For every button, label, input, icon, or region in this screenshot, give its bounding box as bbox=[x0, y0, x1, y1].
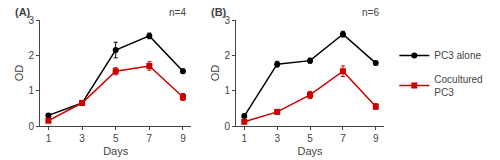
svg-text:3: 3 bbox=[274, 133, 280, 144]
svg-text:(A): (A) bbox=[15, 6, 31, 18]
svg-text:n=4: n=4 bbox=[169, 7, 186, 18]
svg-text:7: 7 bbox=[340, 133, 346, 144]
svg-text:9: 9 bbox=[373, 133, 379, 144]
svg-text:1: 1 bbox=[225, 85, 231, 96]
svg-text:3: 3 bbox=[28, 15, 34, 26]
svg-text:3: 3 bbox=[225, 15, 231, 26]
svg-text:(B): (B) bbox=[211, 6, 227, 18]
svg-text:CoculturedPC3: CoculturedPC3 bbox=[434, 74, 482, 98]
svg-text:1: 1 bbox=[242, 133, 248, 144]
svg-text:n=6: n=6 bbox=[362, 7, 379, 18]
svg-text:Days: Days bbox=[298, 145, 324, 157]
svg-text:5: 5 bbox=[113, 133, 119, 144]
svg-text:2: 2 bbox=[28, 50, 34, 61]
svg-text:7: 7 bbox=[147, 133, 153, 144]
svg-text:1: 1 bbox=[28, 85, 34, 96]
svg-text:9: 9 bbox=[180, 133, 186, 144]
svg-text:0: 0 bbox=[225, 121, 231, 132]
svg-text:OD: OD bbox=[13, 65, 25, 82]
svg-text:0: 0 bbox=[28, 121, 34, 132]
svg-text:1: 1 bbox=[46, 133, 52, 144]
svg-text:OD: OD bbox=[209, 65, 221, 82]
svg-text:Days: Days bbox=[103, 145, 129, 157]
svg-text:2: 2 bbox=[225, 50, 231, 61]
svg-text:3: 3 bbox=[79, 133, 85, 144]
svg-text:PC3 alone: PC3 alone bbox=[434, 50, 481, 61]
svg-text:5: 5 bbox=[307, 133, 313, 144]
